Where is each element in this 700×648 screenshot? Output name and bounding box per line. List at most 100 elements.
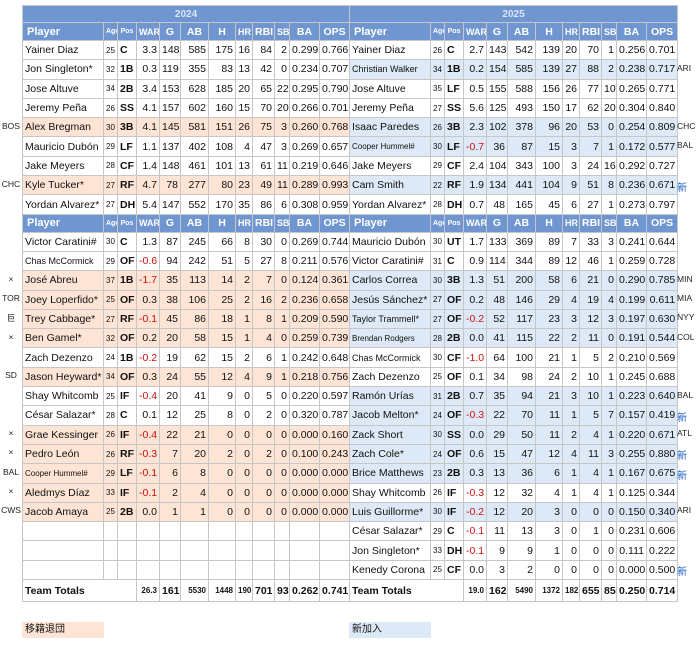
player-age: 31: [430, 250, 445, 272]
player-name: Carlos Correa: [349, 270, 431, 291]
player-name: [22, 521, 104, 542]
player-row: Carlos Correa 30 3B 1.3 51 200 58 6 21 0 0.290 0.78…: [349, 270, 679, 291]
stat-h: 0: [208, 501, 236, 523]
player-age: 22: [430, 175, 445, 196]
stat-ba: 0.000: [289, 463, 320, 484]
stat-ops: 0.739: [318, 328, 351, 349]
stat-ba: 0.259: [289, 328, 320, 349]
player-name: César Salazar*: [22, 405, 104, 426]
player-age: 30: [430, 347, 445, 368]
column-header-ab: AB: [507, 22, 536, 41]
stat-rbi: 0: [252, 463, 275, 484]
stat-hr: 20: [562, 117, 580, 138]
stat-war: 0.1: [136, 405, 160, 426]
total-g: 161: [159, 579, 181, 603]
player-age: 25: [430, 559, 445, 581]
player-position: C: [444, 521, 464, 542]
player-age: 29: [103, 250, 118, 272]
player-name: Jason Heyward*: [22, 366, 104, 388]
stat-rbi: 77: [579, 78, 602, 99]
stat-hr: 1: [235, 308, 253, 330]
stat-ops: 0.000: [318, 501, 351, 523]
stat-ab: 242: [180, 250, 209, 272]
stat-sb: 1: [601, 194, 617, 215]
stat-hr: 13: [235, 155, 253, 177]
stat-h: 96: [535, 117, 563, 138]
player-row: Shay Whitcomb 26 IF -0.3 12 32 4 1 4 1 0.125 0.344: [349, 482, 679, 503]
stat-sb: 3: [601, 443, 617, 465]
stat-sb: 0: [601, 117, 617, 138]
stat-ba: [289, 540, 320, 561]
player-name: Victor Caratini#: [22, 231, 104, 252]
player-row: Christian Walker 34 1B 0.2 154 585 139 27 88 2 0.2…: [349, 59, 679, 80]
column-header-sb: SB: [274, 22, 290, 41]
stat-war: 0.2: [463, 59, 487, 80]
stat-rbi: 5: [579, 347, 602, 368]
column-header-h: H: [208, 22, 236, 41]
player-row: Shay Whitcomb 25 IF -0.4 20 41 9 0 5 0 0.220 0.597: [22, 386, 351, 407]
stat-h: 151: [208, 117, 236, 138]
stat-ops: 0.728: [645, 250, 679, 272]
player-row: Jon Singleton* 32 1B 0.3 119 355 83 13 42 0 0.234 0…: [22, 59, 351, 80]
stat-h: 89: [535, 250, 563, 272]
stat-ab: 94: [507, 386, 536, 407]
stat-sb: 1: [274, 347, 290, 368]
player-age: 26: [103, 424, 118, 445]
player-name: Yainer Diaz: [349, 39, 431, 61]
stat-rbi: [252, 521, 275, 542]
player-age: 26: [430, 39, 445, 61]
stat-ba: 0.150: [616, 501, 647, 523]
stat-h: 160: [208, 97, 236, 119]
player-row: José Abreu 37 1B -1.7 35 113 14 2 7 0 0.124 0.361: [22, 270, 351, 291]
stat-ba: 0.000: [289, 501, 320, 523]
column-header-age: Age: [103, 213, 118, 233]
stat-ab: 343: [507, 155, 536, 177]
stat-war: 0.7: [463, 194, 487, 215]
stat-war: 2.7: [463, 39, 487, 61]
stat-ops: 0.500: [645, 559, 679, 581]
total-g: 162: [486, 579, 508, 603]
player-row: Zach Cole* 24 OF 0.6 15 47 12 4 11 3 0.255 0.880: [349, 443, 679, 465]
stat-war: 0.9: [463, 250, 487, 272]
stat-h: 15: [208, 347, 236, 368]
stat-war: 0.0: [463, 424, 487, 445]
player-row: Isaac Paredes 26 3B 2.3 102 378 96 20 53 0 0.254 0.…: [349, 117, 679, 138]
player-age: [103, 559, 118, 581]
stats-table-2024: 2024PlayerAgePosWARGABHHRRBISBBAOPSYaine…: [21, 5, 351, 603]
stat-war: -0.1: [463, 540, 487, 561]
stat-hr: 0: [235, 463, 253, 484]
stat-sb: 1: [601, 136, 617, 157]
stat-hr: 0: [235, 405, 253, 426]
team-note: ARI: [677, 505, 692, 516]
stat-ab: 2: [507, 559, 536, 581]
stat-sb: 0: [274, 501, 290, 523]
team-totals-row: Team Totals 19.0 162 5490 1372 182 655 85 0.250 0…: [349, 579, 679, 603]
stat-ops: 0.993: [318, 175, 351, 196]
stat-g: 94: [159, 250, 181, 272]
stat-sb: [274, 540, 290, 561]
player-name: Joey Loperfido*: [22, 289, 104, 310]
stat-war: -0.2: [463, 308, 487, 330]
stat-ab: 165: [507, 194, 536, 215]
stat-sb: 1: [601, 424, 617, 445]
stat-ba: 0.236: [616, 175, 647, 196]
stat-ab: 588: [507, 78, 536, 99]
stat-sb: [274, 521, 290, 542]
stat-sb: 11: [274, 175, 290, 196]
stat-ab: 13: [507, 521, 536, 542]
player-row: Victor Caratini# 31 C 0.9 114 344 89 12 46 1 0.259…: [349, 250, 679, 272]
stat-war: 0.0: [463, 328, 487, 349]
stat-war: -0.2: [136, 347, 160, 368]
player-age: 26: [103, 443, 118, 465]
player-position: 2B: [444, 463, 464, 484]
stat-rbi: 4: [579, 463, 602, 484]
team-note: 新: [677, 470, 687, 482]
column-header-hr: HR: [235, 22, 253, 41]
stat-sb: 3: [274, 117, 290, 138]
stat-war: 4.1: [136, 97, 160, 119]
stat-rbi: 5: [579, 405, 602, 426]
stat-ab: [180, 559, 209, 581]
stat-rbi: 70: [579, 39, 602, 61]
stat-g: 125: [486, 97, 508, 119]
total-war: 26.3: [136, 579, 160, 603]
